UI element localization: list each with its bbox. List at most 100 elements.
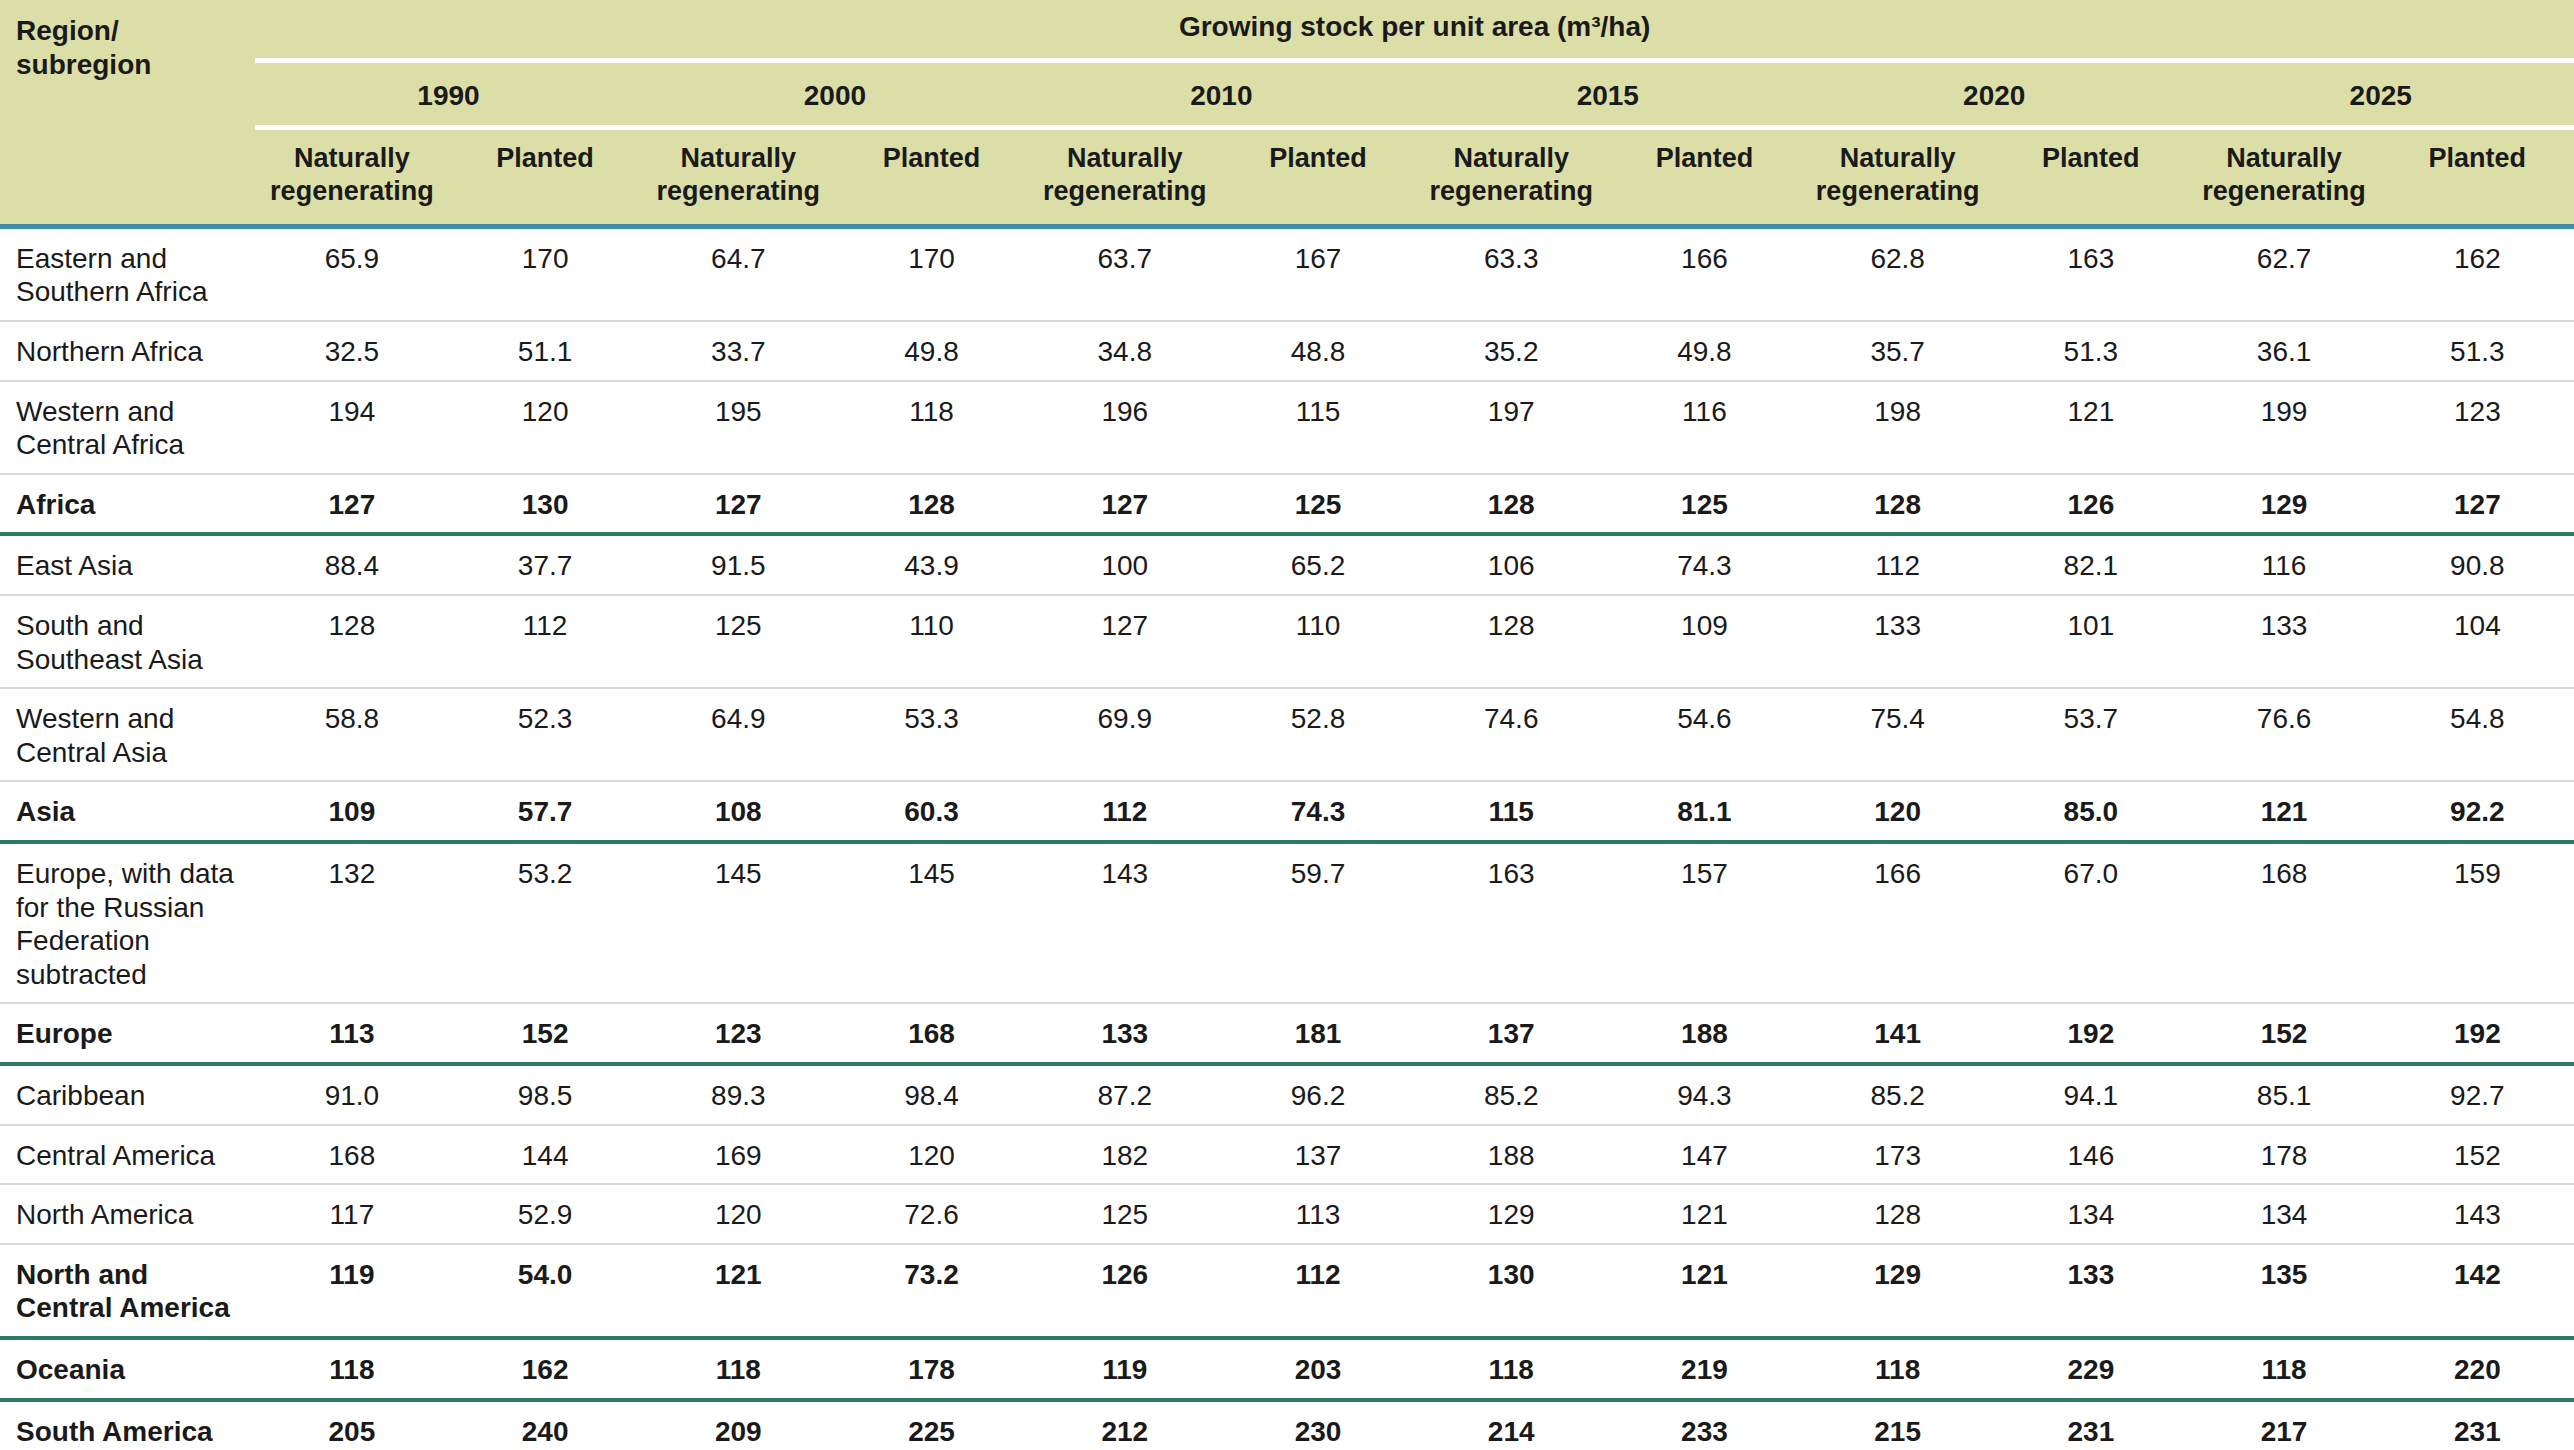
region-cell: Eastern and Southern Africa bbox=[0, 226, 255, 321]
value-cell: 215 bbox=[1801, 1400, 1994, 1450]
value-cell: 240 bbox=[449, 1400, 642, 1450]
year-header-2000: 2000 bbox=[642, 61, 1028, 128]
value-cell: 219 bbox=[1608, 1338, 1801, 1400]
value-cell: 125 bbox=[642, 595, 835, 688]
value-cell: 133 bbox=[1028, 1003, 1221, 1064]
value-cell: 59.7 bbox=[1221, 842, 1414, 1003]
value-cell: 127 bbox=[1028, 595, 1221, 688]
value-cell: 209 bbox=[642, 1400, 835, 1450]
year-row: 199020002010201520202025 bbox=[0, 61, 2574, 128]
region-cell: South America bbox=[0, 1400, 255, 1450]
value-cell: 125 bbox=[1028, 1184, 1221, 1244]
total-row: Oceania118162118178119203118219118229118… bbox=[0, 1338, 2574, 1400]
value-cell: 130 bbox=[1415, 1244, 1608, 1338]
value-cell: 64.7 bbox=[642, 226, 835, 321]
value-cell: 96.2 bbox=[1221, 1064, 1414, 1125]
region-cell: Europe bbox=[0, 1003, 255, 1064]
naturally-regenerating-header-2010: Naturally regenerating bbox=[1028, 128, 1221, 227]
value-cell: 113 bbox=[255, 1003, 448, 1064]
value-cell: 120 bbox=[449, 381, 642, 474]
planted-header-2010: Planted bbox=[1221, 128, 1414, 227]
value-cell: 203 bbox=[1221, 1338, 1414, 1400]
value-cell: 116 bbox=[1608, 381, 1801, 474]
value-cell: 168 bbox=[255, 1125, 448, 1185]
year-header-1990: 1990 bbox=[255, 61, 641, 128]
value-cell: 121 bbox=[1608, 1244, 1801, 1338]
value-cell: 126 bbox=[1028, 1244, 1221, 1338]
naturally-regenerating-header-2020: Naturally regenerating bbox=[1801, 128, 1994, 227]
value-cell: 129 bbox=[1801, 1244, 1994, 1338]
value-cell: 137 bbox=[1415, 1003, 1608, 1064]
value-cell: 67.0 bbox=[1994, 842, 2187, 1003]
value-cell: 94.3 bbox=[1608, 1064, 1801, 1125]
region-cell: Oceania bbox=[0, 1338, 255, 1400]
table-row: East Asia88.437.791.543.910065.210674.31… bbox=[0, 534, 2574, 595]
value-cell: 82.1 bbox=[1994, 534, 2187, 595]
value-cell: 87.2 bbox=[1028, 1064, 1221, 1125]
value-cell: 118 bbox=[1415, 1338, 1608, 1400]
value-cell: 129 bbox=[2187, 474, 2380, 535]
value-cell: 121 bbox=[1608, 1184, 1801, 1244]
value-cell: 125 bbox=[1608, 474, 1801, 535]
value-cell: 166 bbox=[1801, 842, 1994, 1003]
table-row: Western and Central Africa19412019511819… bbox=[0, 381, 2574, 474]
region-cell: Central America bbox=[0, 1125, 255, 1185]
value-cell: 85.1 bbox=[2187, 1064, 2380, 1125]
value-cell: 194 bbox=[255, 381, 448, 474]
value-cell: 62.7 bbox=[2187, 226, 2380, 321]
value-cell: 166 bbox=[1608, 226, 1801, 321]
value-cell: 36.1 bbox=[2187, 321, 2380, 381]
value-cell: 129 bbox=[1415, 1184, 1608, 1244]
value-cell: 104 bbox=[2381, 595, 2574, 688]
value-cell: 75.4 bbox=[1801, 688, 1994, 781]
total-row: Europe1131521231681331811371881411921521… bbox=[0, 1003, 2574, 1064]
value-cell: 115 bbox=[1221, 381, 1414, 474]
value-cell: 127 bbox=[1028, 474, 1221, 535]
year-header-2015: 2015 bbox=[1415, 61, 1801, 128]
planted-header-1990: Planted bbox=[449, 128, 642, 227]
value-cell: 143 bbox=[2381, 1184, 2574, 1244]
value-cell: 146 bbox=[1994, 1125, 2187, 1185]
planted-header-2020: Planted bbox=[1994, 128, 2187, 227]
value-cell: 119 bbox=[255, 1244, 448, 1338]
table-row: Eastern and Southern Africa65.917064.717… bbox=[0, 226, 2574, 321]
value-cell: 231 bbox=[1994, 1400, 2187, 1450]
region-cell: North and Central America bbox=[0, 1244, 255, 1338]
value-cell: 33.7 bbox=[642, 321, 835, 381]
value-cell: 121 bbox=[1994, 381, 2187, 474]
value-cell: 74.6 bbox=[1415, 688, 1608, 781]
region-header-line1: Region/ bbox=[16, 14, 245, 48]
value-cell: 120 bbox=[835, 1125, 1028, 1185]
value-cell: 123 bbox=[2381, 381, 2574, 474]
table-header: Region/ subregion Growing stock per unit… bbox=[0, 0, 2574, 226]
value-cell: 98.4 bbox=[835, 1064, 1028, 1125]
value-cell: 134 bbox=[2187, 1184, 2380, 1244]
value-cell: 58.8 bbox=[255, 688, 448, 781]
value-cell: 51.3 bbox=[1994, 321, 2187, 381]
value-cell: 92.7 bbox=[2381, 1064, 2574, 1125]
value-cell: 170 bbox=[835, 226, 1028, 321]
region-cell: Western and Central Asia bbox=[0, 688, 255, 781]
value-cell: 94.1 bbox=[1994, 1064, 2187, 1125]
value-cell: 133 bbox=[2187, 595, 2380, 688]
table-row: Western and Central Asia58.852.364.953.3… bbox=[0, 688, 2574, 781]
value-cell: 128 bbox=[255, 595, 448, 688]
value-cell: 173 bbox=[1801, 1125, 1994, 1185]
value-cell: 72.6 bbox=[835, 1184, 1028, 1244]
value-cell: 159 bbox=[2381, 842, 2574, 1003]
value-cell: 144 bbox=[449, 1125, 642, 1185]
table-title: Growing stock per unit area (m³/ha) bbox=[255, 0, 2574, 61]
value-cell: 65.9 bbox=[255, 226, 448, 321]
value-cell: 108 bbox=[642, 781, 835, 842]
value-cell: 196 bbox=[1028, 381, 1221, 474]
value-cell: 35.7 bbox=[1801, 321, 1994, 381]
value-cell: 145 bbox=[642, 842, 835, 1003]
value-cell: 128 bbox=[1415, 595, 1608, 688]
value-cell: 118 bbox=[1801, 1338, 1994, 1400]
value-cell: 76.6 bbox=[2187, 688, 2380, 781]
value-cell: 220 bbox=[2381, 1338, 2574, 1400]
value-cell: 120 bbox=[642, 1184, 835, 1244]
value-cell: 112 bbox=[449, 595, 642, 688]
value-cell: 117 bbox=[255, 1184, 448, 1244]
value-cell: 212 bbox=[1028, 1400, 1221, 1450]
